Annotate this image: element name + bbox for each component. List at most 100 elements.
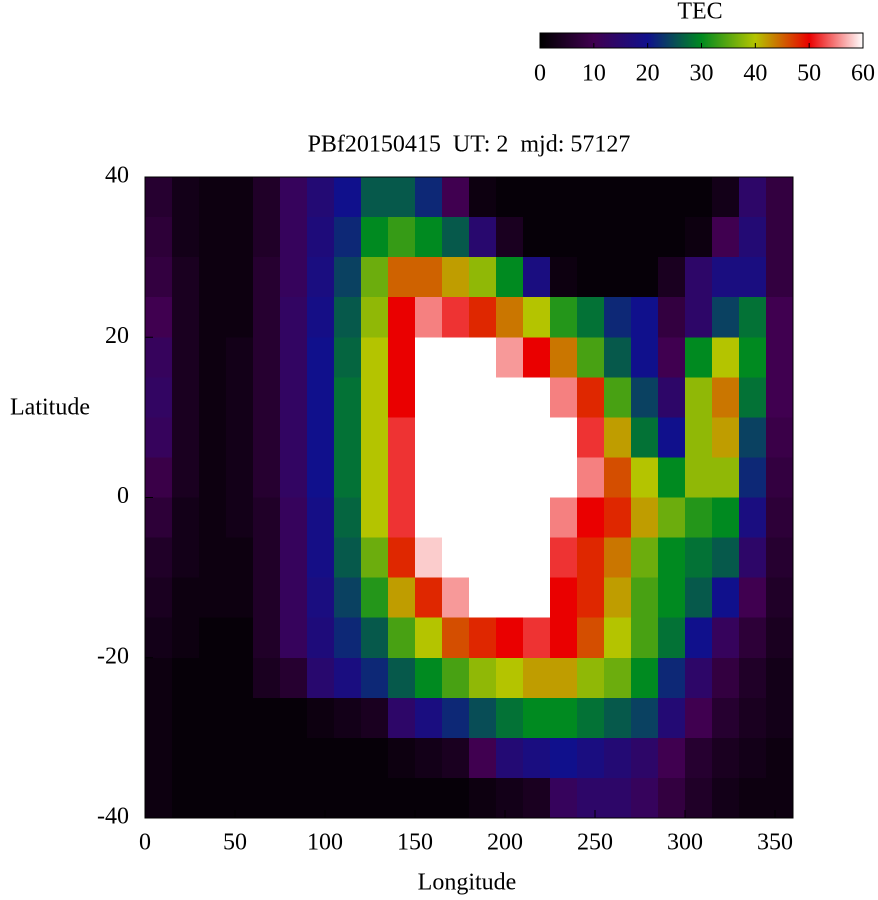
heat-cell — [469, 697, 497, 739]
chart-title: PBf20150415 UT: 2 mjd: 57127 — [308, 132, 631, 158]
heat-cell — [766, 657, 794, 699]
heat-cell — [145, 417, 173, 458]
heat-cell — [604, 417, 632, 458]
heat-cell — [766, 697, 794, 739]
heat-cell — [334, 177, 362, 218]
y-tick-label: 40 — [105, 163, 129, 189]
heat-cell — [280, 617, 308, 659]
heat-cell — [631, 777, 659, 819]
heat-cell — [415, 217, 443, 258]
heat-cell — [766, 217, 794, 258]
heat-cell — [469, 577, 497, 619]
heat-cell — [280, 177, 308, 218]
heat-cell — [550, 417, 578, 458]
heat-cell — [442, 457, 470, 498]
heat-cell — [415, 297, 443, 338]
heat-cell — [577, 697, 605, 739]
heat-cell — [550, 577, 578, 619]
heat-cell — [307, 657, 335, 699]
heat-cell — [334, 457, 362, 498]
heat-cell — [253, 697, 281, 739]
heat-cell — [199, 217, 227, 258]
heat-cell — [523, 697, 551, 739]
heat-cell — [361, 177, 389, 218]
heat-cell — [172, 537, 200, 579]
colorbar-tick-label: 50 — [797, 61, 821, 87]
heat-cell — [469, 457, 497, 498]
heat-cell — [361, 697, 389, 739]
heat-cell — [577, 337, 605, 378]
heat-cell — [496, 697, 524, 739]
heat-cell — [685, 737, 713, 779]
heat-cell — [604, 777, 632, 819]
heat-cell — [226, 257, 254, 298]
heat-cell — [523, 417, 551, 458]
heat-cell — [469, 497, 497, 539]
heat-cell — [523, 577, 551, 619]
heat-cell — [388, 737, 416, 779]
heat-cell — [172, 777, 200, 819]
heat-cell — [199, 657, 227, 699]
heat-cell — [199, 257, 227, 298]
heat-cell — [658, 377, 686, 418]
heat-cell — [523, 457, 551, 498]
heat-cell — [199, 697, 227, 739]
heat-cell — [469, 537, 497, 579]
heat-cell — [199, 497, 227, 539]
colorbar-tick-label: 20 — [636, 61, 660, 87]
y-tick-label: 20 — [105, 323, 129, 349]
heat-cell — [550, 697, 578, 739]
heat-cell — [361, 297, 389, 338]
heat-cell — [307, 337, 335, 378]
heat-cell — [496, 257, 524, 298]
heat-cell — [712, 777, 740, 819]
heat-cell — [523, 777, 551, 819]
heat-cell — [388, 697, 416, 739]
heat-cell — [739, 217, 767, 258]
heat-cell — [442, 417, 470, 458]
heat-cell — [658, 737, 686, 779]
heat-cell — [631, 497, 659, 539]
heat-cell — [442, 617, 470, 659]
colorbar-tick-label: 40 — [743, 61, 767, 87]
heat-cell — [712, 417, 740, 458]
heat-cell — [550, 737, 578, 779]
heat-cell — [577, 177, 605, 218]
heat-cell — [631, 617, 659, 659]
heat-cell — [631, 377, 659, 418]
heat-cell — [145, 337, 173, 378]
heat-cell — [631, 537, 659, 579]
heat-cell — [577, 417, 605, 458]
heat-cell — [685, 577, 713, 619]
heat-cell — [496, 657, 524, 699]
heat-cell — [442, 697, 470, 739]
heat-cell — [415, 697, 443, 739]
heat-cell — [361, 737, 389, 779]
heat-cell — [145, 177, 173, 218]
heat-cell — [199, 617, 227, 659]
heat-cell — [604, 337, 632, 378]
heat-cell — [496, 377, 524, 418]
heat-cell — [415, 457, 443, 498]
heat-cell — [415, 257, 443, 298]
heat-cell — [577, 577, 605, 619]
heat-cell — [766, 177, 794, 218]
heat-cell — [712, 337, 740, 378]
heat-cell — [307, 177, 335, 218]
heat-cell — [415, 497, 443, 539]
heat-cell — [172, 417, 200, 458]
heat-cell — [226, 297, 254, 338]
heat-cell — [631, 737, 659, 779]
heat-cell — [253, 377, 281, 418]
heat-cell — [739, 337, 767, 378]
heat-cell — [145, 457, 173, 498]
heat-cell — [685, 697, 713, 739]
heat-cell — [469, 617, 497, 659]
heat-cell — [604, 177, 632, 218]
heat-cell — [361, 377, 389, 418]
heat-cell — [307, 497, 335, 539]
heat-cell — [145, 377, 173, 418]
heat-cell — [658, 497, 686, 539]
heat-cell — [739, 537, 767, 579]
heat-cell — [253, 617, 281, 659]
